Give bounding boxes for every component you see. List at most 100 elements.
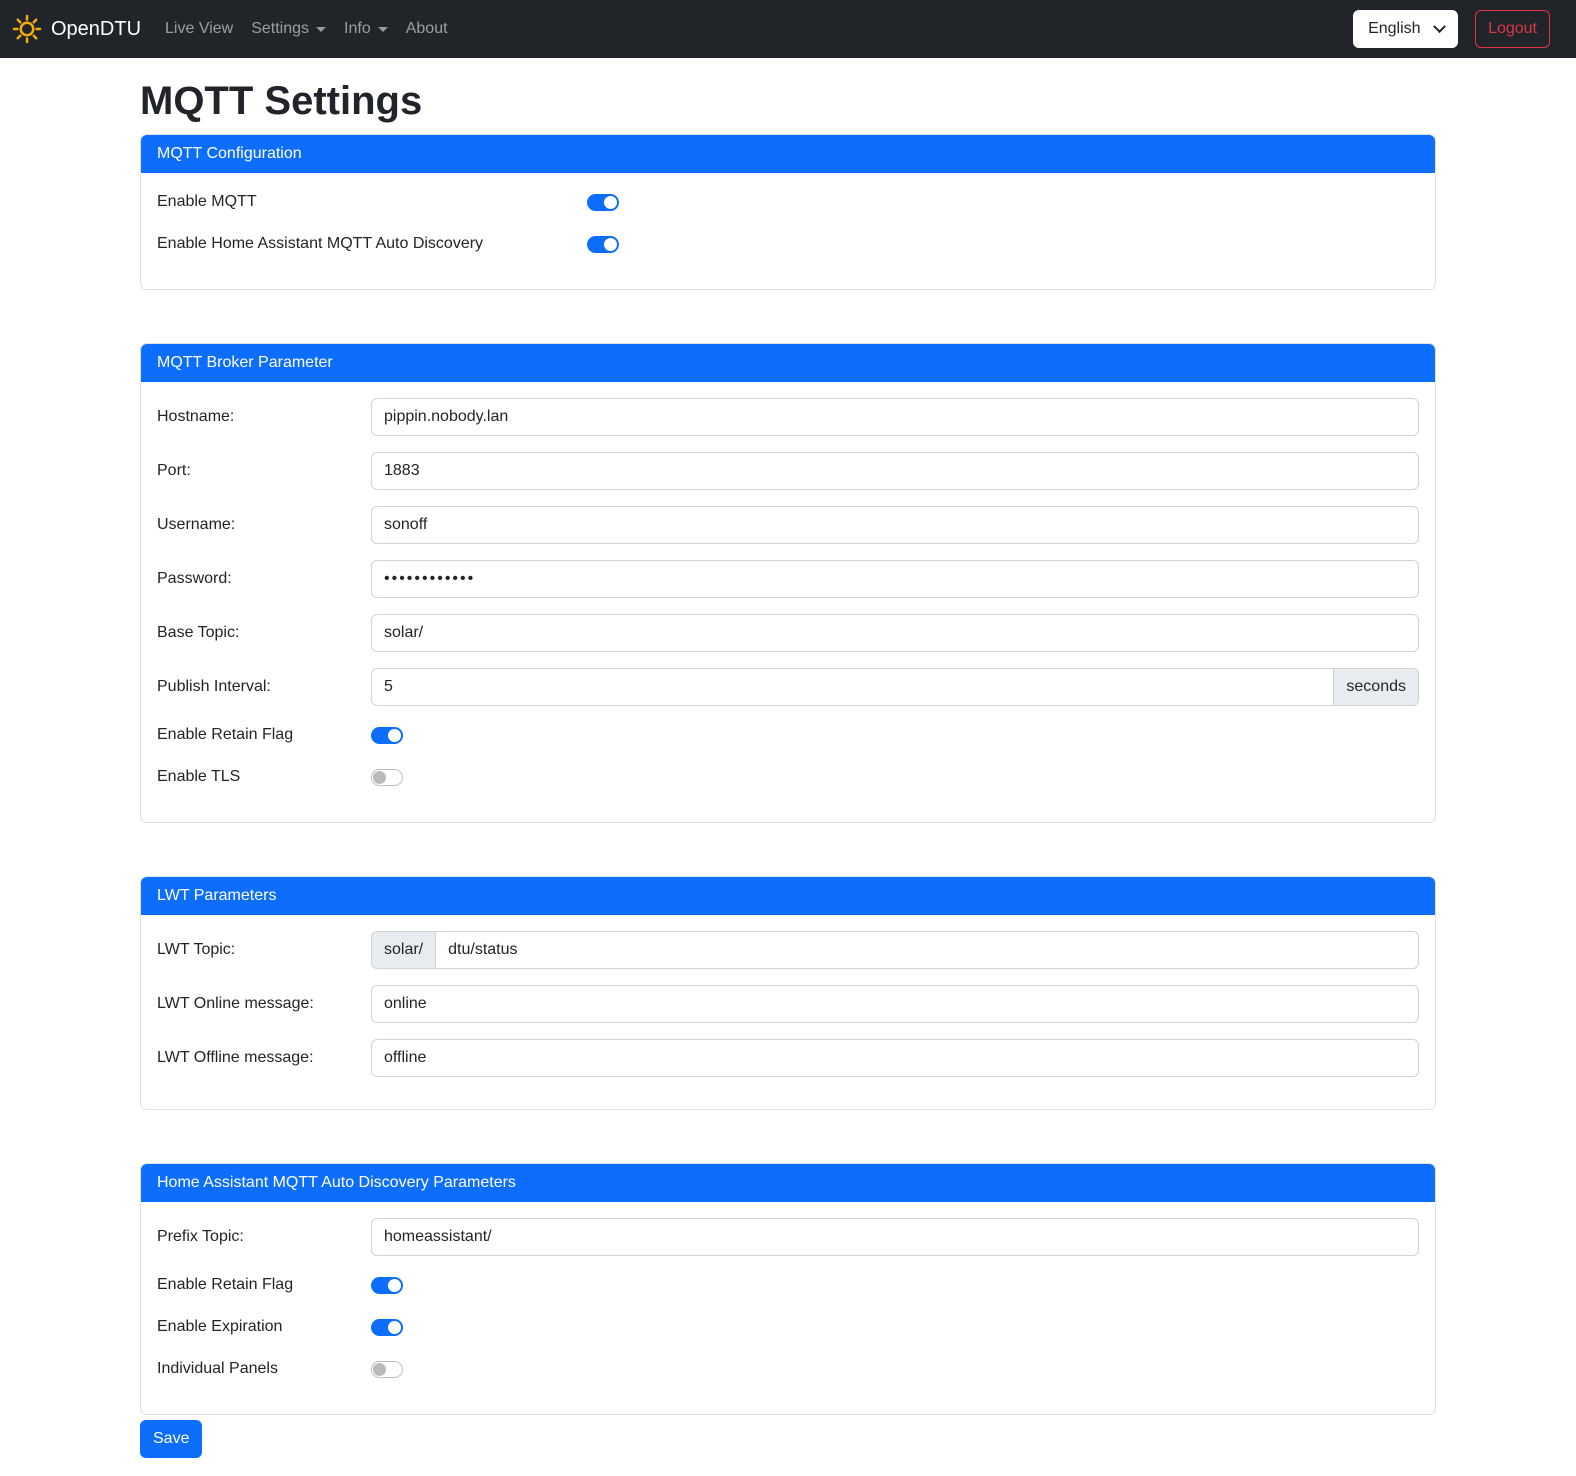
- input-col: [371, 506, 1419, 544]
- nav-link-label: Info: [344, 20, 371, 37]
- input-col: [371, 452, 1419, 490]
- card-lwt-parameters: LWT Parameters LWT Topic: solar/ LWT Onl…: [140, 876, 1436, 1110]
- publish-interval-input[interactable]: [371, 668, 1335, 706]
- form-row-publish-interval: Publish Interval: seconds: [157, 668, 1419, 706]
- nav-link-about[interactable]: About: [406, 12, 448, 46]
- enable-expiration-switch[interactable]: [371, 1318, 403, 1336]
- port-input[interactable]: [371, 452, 1419, 490]
- field-label: Enable Retain Flag: [157, 1276, 294, 1293]
- card-header-lwt-parameters: LWT Parameters: [141, 877, 1435, 915]
- input-col: [371, 1218, 1419, 1256]
- field-label: Enable MQTT: [157, 193, 257, 210]
- input-col: seconds: [371, 668, 1419, 706]
- nav-link-live-view[interactable]: Live View: [165, 12, 233, 46]
- card-body: Hostname: Port: Username: Password:: [141, 382, 1435, 822]
- switch-col: [587, 193, 1419, 211]
- field-label: Enable Home Assistant MQTT Auto Discover…: [157, 235, 484, 252]
- ha-enable-retain-flag-switch[interactable]: [371, 1276, 403, 1294]
- logout-button[interactable]: Logout: [1475, 10, 1550, 48]
- switch-col: [371, 1318, 1419, 1336]
- card-header-ha-auto-discovery: Home Assistant MQTT Auto Discovery Param…: [141, 1164, 1435, 1202]
- field-label: Username:: [157, 516, 236, 533]
- card-mqtt-configuration: MQTT Configuration Enable MQTT Enable Ho…: [140, 134, 1436, 290]
- card-body: Enable MQTT Enable Home Assistant MQTT A…: [141, 173, 1435, 289]
- form-row-enable-ha-discovery: Enable Home Assistant MQTT Auto Discover…: [157, 231, 1419, 257]
- enable-retain-flag-switch[interactable]: [371, 726, 403, 744]
- nav-link-settings[interactable]: Settings: [251, 12, 327, 46]
- input-col: [371, 985, 1419, 1023]
- lwt-topic-group: solar/: [371, 931, 1419, 969]
- field-label: Publish Interval:: [157, 678, 271, 695]
- card-body: LWT Topic: solar/ LWT Online message: LW…: [141, 915, 1435, 1109]
- base-topic-input[interactable]: [371, 614, 1419, 652]
- form-row-lwt-offline-message: LWT Offline message:: [157, 1039, 1419, 1077]
- form-row-enable-tls: Enable TLS: [157, 764, 1419, 790]
- switch-col: [371, 726, 1419, 744]
- hostname-input[interactable]: [371, 398, 1419, 436]
- input-col: solar/: [371, 931, 1419, 969]
- form-row-ha-enable-retain-flag: Enable Retain Flag: [157, 1272, 1419, 1298]
- nav-links: Live View Settings Info About: [165, 12, 1353, 46]
- enable-mqtt-switch[interactable]: [587, 193, 619, 211]
- individual-panels-switch[interactable]: [371, 1360, 403, 1378]
- field-label: LWT Topic:: [157, 941, 236, 958]
- brand-link[interactable]: OpenDTU: [12, 14, 141, 44]
- field-label: LWT Offline message:: [157, 1049, 314, 1066]
- input-prefix-base-topic: solar/: [371, 931, 436, 969]
- card-mqtt-broker-parameter: MQTT Broker Parameter Hostname: Port: Us…: [140, 343, 1436, 823]
- form-row-individual-panels: Individual Panels: [157, 1356, 1419, 1382]
- field-label: Enable Expiration: [157, 1318, 283, 1335]
- form-row-enable-retain-flag: Enable Retain Flag: [157, 722, 1419, 748]
- publish-interval-group: seconds: [371, 668, 1419, 706]
- form-row-password: Password:: [157, 560, 1419, 598]
- dropdown-caret-icon: [377, 26, 388, 32]
- prefix-topic-input[interactable]: [371, 1218, 1419, 1256]
- lwt-online-message-input[interactable]: [371, 985, 1419, 1023]
- form-row-port: Port:: [157, 452, 1419, 490]
- brand-label: OpenDTU: [51, 17, 142, 40]
- form-row-lwt-online-message: LWT Online message:: [157, 985, 1419, 1023]
- navbar: OpenDTU Live View Settings Info About En…: [0, 0, 1576, 58]
- nav-link-label: Settings: [251, 20, 310, 37]
- main-content: MQTT Settings MQTT Configuration Enable …: [140, 58, 1436, 1476]
- card-body: Prefix Topic: Enable Retain Flag Enable …: [141, 1202, 1435, 1414]
- field-label: Base Topic:: [157, 624, 240, 641]
- enable-ha-auto-discovery-switch[interactable]: [587, 235, 619, 253]
- field-label: Port:: [157, 462, 191, 479]
- lwt-topic-input[interactable]: [435, 931, 1419, 969]
- form-row-base-topic: Base Topic:: [157, 614, 1419, 652]
- chevron-down-icon: [1433, 19, 1446, 33]
- page-title: MQTT Settings: [140, 79, 423, 123]
- field-label: Enable Retain Flag: [157, 726, 294, 743]
- switch-col: [371, 768, 1419, 786]
- switch-col: [371, 1276, 1419, 1294]
- enable-tls-switch[interactable]: [371, 768, 403, 786]
- form-row-hostname: Hostname:: [157, 398, 1419, 436]
- language-select[interactable]: English: [1353, 10, 1459, 48]
- switch-col: [587, 235, 1419, 253]
- form-row-prefix-topic: Prefix Topic:: [157, 1218, 1419, 1256]
- field-label: Hostname:: [157, 408, 235, 425]
- input-suffix-seconds: seconds: [1334, 668, 1419, 706]
- form-row-enable-expiration: Enable Expiration: [157, 1314, 1419, 1340]
- language-selected-value: English: [1368, 20, 1421, 37]
- input-col: [371, 614, 1419, 652]
- form-row-enable-mqtt: Enable MQTT: [157, 189, 1419, 215]
- card-header-mqtt-broker-parameter: MQTT Broker Parameter: [141, 344, 1435, 382]
- save-button[interactable]: Save: [140, 1420, 203, 1458]
- sun-icon: [12, 14, 42, 44]
- field-label: Enable TLS: [157, 768, 241, 785]
- card-ha-auto-discovery-parameters: Home Assistant MQTT Auto Discovery Param…: [140, 1163, 1436, 1415]
- input-col: [371, 560, 1419, 598]
- username-input[interactable]: [371, 506, 1419, 544]
- field-label: Individual Panels: [157, 1360, 278, 1377]
- field-label: Prefix Topic:: [157, 1228, 244, 1245]
- field-label: Password:: [157, 570, 232, 587]
- form-row-username: Username:: [157, 506, 1419, 544]
- switch-col: [371, 1360, 1419, 1378]
- lwt-offline-message-input[interactable]: [371, 1039, 1419, 1077]
- nav-link-info[interactable]: Info: [344, 12, 388, 46]
- field-label: LWT Online message:: [157, 995, 314, 1012]
- password-input[interactable]: [371, 560, 1419, 598]
- card-header-mqtt-configuration: MQTT Configuration: [141, 135, 1435, 173]
